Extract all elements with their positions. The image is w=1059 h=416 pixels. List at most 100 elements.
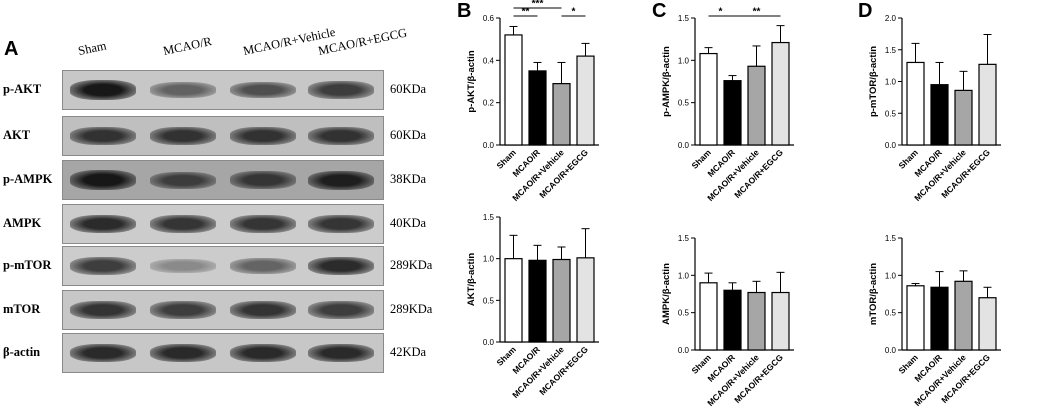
y-tick-label: 1.0 — [483, 255, 495, 264]
blot-band — [150, 301, 216, 319]
y-tick-label: 1.5 — [483, 213, 495, 222]
bar — [978, 63, 997, 146]
y-tick-label: 1.0 — [885, 78, 897, 87]
blot-strip — [62, 290, 384, 330]
panel-letter-d: D — [858, 0, 873, 22]
y-tick-label: 0.0 — [483, 141, 495, 150]
blot-band — [150, 82, 216, 98]
bar — [771, 291, 790, 351]
blot-band — [150, 171, 216, 189]
blot-strip — [62, 333, 384, 373]
bar — [954, 89, 973, 146]
y-tick-label: 0.5 — [885, 109, 897, 118]
bar — [771, 41, 790, 146]
blot-kda-label: 289KDa — [390, 258, 433, 272]
y-tick-label: 0.0 — [885, 141, 897, 150]
y-tick-label: 0.6 — [483, 14, 495, 23]
y-tick-label: 1.5 — [678, 234, 690, 243]
blot-band — [308, 170, 374, 190]
bar — [699, 52, 718, 146]
bar — [723, 80, 742, 146]
bar — [747, 291, 766, 351]
blot-kda-label: 38KDa — [390, 172, 427, 186]
blot-band — [308, 301, 374, 319]
western-blot-panel: Sham MCAO/R MCAO/R+Vehicle MCAO/R+EGCG p… — [0, 0, 450, 416]
y-tick-label: 0.0 — [483, 338, 495, 347]
y-tick-label: 1.0 — [885, 271, 897, 280]
y-axis-label: p-mTOR/β-actin — [868, 46, 879, 117]
significance-label: * — [719, 7, 723, 18]
blot-strip — [62, 246, 384, 286]
bar — [906, 61, 925, 146]
blot-kda-label: 289KDa — [390, 302, 433, 316]
blot-band — [230, 81, 296, 99]
bar — [723, 289, 742, 351]
bar — [699, 282, 718, 351]
blot-row-label: p-AKT — [3, 82, 42, 96]
blot-band — [308, 127, 374, 145]
blot-row-label: p-AMPK — [3, 172, 53, 186]
bar — [552, 83, 571, 146]
y-tick-label: 1.0 — [678, 271, 690, 280]
blot-band — [308, 215, 374, 233]
blot-band — [308, 81, 374, 99]
blot-band — [70, 127, 136, 145]
blot-row-label: AMPK — [3, 216, 42, 230]
blot-row-label: β-actin — [3, 345, 41, 359]
y-tick-label: 0.0 — [885, 346, 897, 355]
bar — [576, 257, 595, 343]
blot-band — [150, 127, 216, 145]
blot-band — [230, 258, 296, 274]
y-tick-label: 0.0 — [678, 346, 690, 355]
blot-band — [230, 215, 296, 233]
y-tick-label: 1.5 — [678, 14, 690, 23]
blot-kda-label: 42KDa — [390, 345, 427, 359]
blot-strip — [62, 160, 384, 200]
bar — [930, 84, 949, 146]
blot-row-label: p-mTOR — [3, 258, 52, 272]
panel-letter-a: A — [4, 38, 19, 60]
blot-band — [70, 257, 136, 275]
y-axis-label: p-AKT/β-actin — [466, 50, 477, 112]
blot-band — [230, 171, 296, 189]
blot-row-label: AKT — [3, 128, 31, 142]
y-tick-label: 0.5 — [885, 309, 897, 318]
y-tick-label: 2.0 — [885, 14, 897, 23]
bar — [552, 258, 571, 343]
bar — [504, 258, 523, 343]
blot-band — [230, 127, 296, 145]
significance-label: *** — [532, 0, 544, 10]
blot-strip — [62, 70, 384, 110]
y-tick-label: 1.0 — [678, 56, 690, 65]
blot-band — [70, 301, 136, 319]
blot-band — [70, 343, 136, 363]
blot-band — [230, 343, 296, 363]
blot-band — [150, 215, 216, 233]
blot-band — [70, 170, 136, 190]
y-axis-label: p-AMPK/β-actin — [661, 46, 672, 117]
panel-letter-b: B — [457, 0, 472, 22]
bar — [747, 65, 766, 146]
blot-kda-label: 60KDa — [390, 82, 427, 96]
bar — [954, 280, 973, 351]
significance-label: * — [572, 7, 576, 18]
blot-strip — [62, 204, 384, 244]
panel-letter-c: C — [652, 0, 667, 22]
y-tick-label: 0.2 — [483, 99, 495, 108]
y-tick-label: 0.5 — [678, 309, 690, 318]
bar — [504, 34, 523, 146]
bar — [978, 297, 997, 351]
significance-label: ** — [753, 7, 761, 18]
blot-strip — [62, 116, 384, 156]
blot-kda-label: 60KDa — [390, 128, 427, 142]
blot-band — [70, 80, 136, 100]
bar — [906, 285, 925, 351]
significance-label: ** — [522, 7, 530, 18]
bar — [576, 55, 595, 146]
y-tick-label: 1.5 — [885, 234, 897, 243]
blot-band — [150, 343, 216, 363]
blot-band — [308, 256, 374, 276]
y-tick-label: 0.4 — [483, 56, 495, 65]
blot-kda-label: 40KDa — [390, 216, 427, 230]
